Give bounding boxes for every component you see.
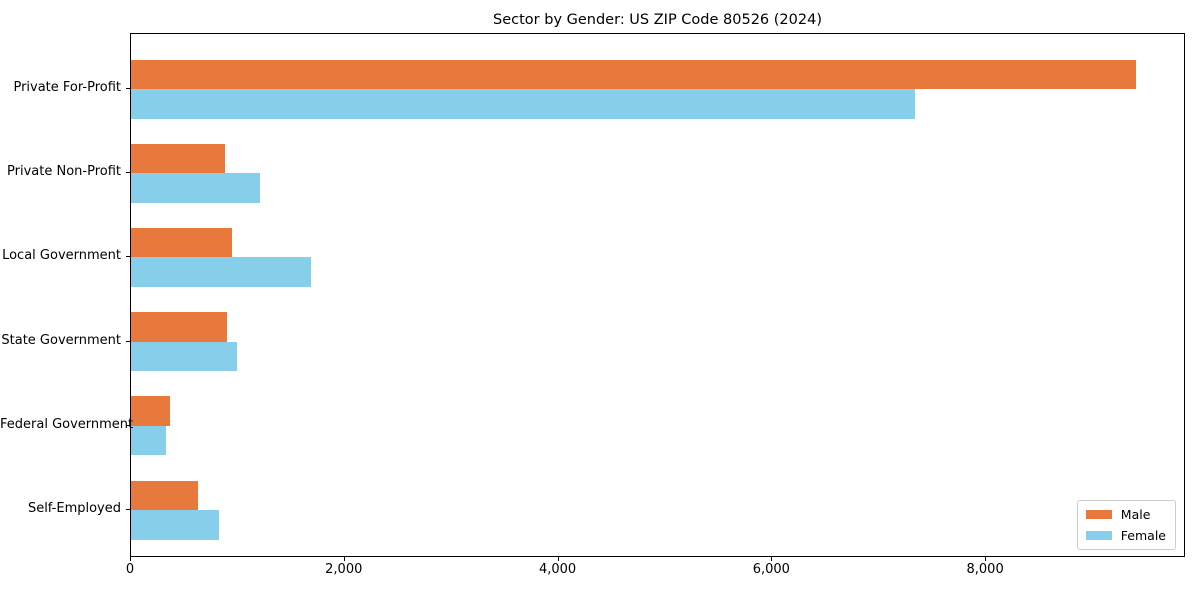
ytick-label: Private For-Profit: [13, 80, 121, 95]
xtick-label: 8,000: [966, 562, 1004, 577]
legend-label: Male: [1120, 507, 1151, 522]
xtick-label: 2,000: [325, 562, 363, 577]
bar-male-private-for-profit: [131, 59, 1136, 89]
legend-swatch-icon: [1085, 531, 1112, 540]
ytick-label: Self-Employed: [27, 501, 121, 516]
bar-female-state-government: [131, 341, 237, 372]
ytick-mark: [126, 88, 130, 89]
legend-label: Female: [1120, 528, 1166, 543]
ytick-mark: [126, 509, 130, 510]
chart-title: Sector by Gender: US ZIP Code 80526 (202…: [493, 12, 822, 28]
ytick-label: Federal Government: [0, 416, 134, 432]
ytick-mark: [126, 340, 130, 342]
bar-female-federal-government: [131, 425, 167, 456]
bar-male-federal-government: [131, 396, 170, 426]
xtick-mark: [130, 557, 131, 561]
ytick-label: Local Government: [2, 248, 121, 264]
xtick-mark: [343, 557, 345, 561]
legend: Male Female: [1076, 500, 1176, 550]
ytick-mark: [126, 424, 130, 426]
bar-female-private-for-profit: [131, 89, 915, 119]
xtick-mark: [771, 557, 773, 561]
bar-male-local-government: [131, 227, 232, 258]
ytick-mark: [126, 172, 130, 174]
legend-swatch-icon: [1085, 510, 1112, 519]
xtick-mark: [557, 557, 559, 561]
xtick-label: 6,000: [752, 562, 790, 577]
legend-entry-female: Female: [1085, 528, 1166, 543]
bar-male-state-government: [131, 312, 227, 342]
bar-female-self-employed: [131, 510, 220, 540]
bar-female-private-non-profit: [131, 173, 261, 203]
ytick-mark: [126, 256, 130, 258]
xtick-label: 0: [125, 562, 135, 577]
xtick-mark: [985, 557, 987, 561]
ytick-label: State Government: [1, 332, 121, 348]
bar-male-self-employed: [131, 480, 199, 510]
plot-area: Male Female: [130, 33, 1185, 557]
ytick-label: Private Non-Profit: [7, 164, 121, 180]
bar-female-local-government: [131, 257, 311, 287]
xtick-label: 4,000: [538, 562, 577, 577]
bar-male-private-non-profit: [131, 143, 226, 174]
legend-entry-male: Male: [1085, 507, 1166, 522]
